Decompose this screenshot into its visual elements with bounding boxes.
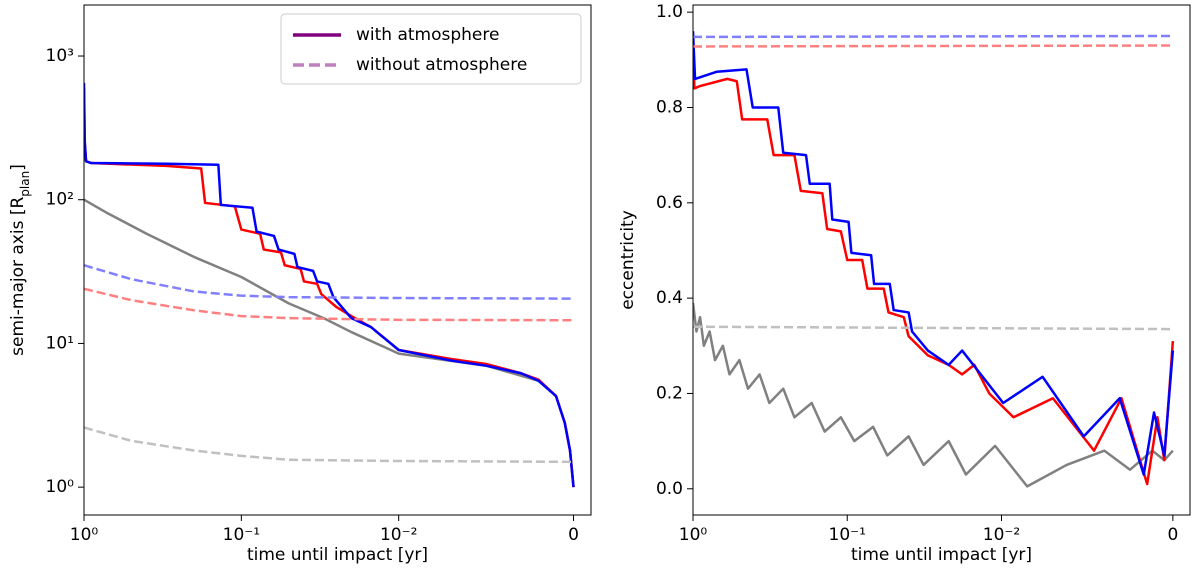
y-tick-label: 0.4 xyxy=(656,288,683,308)
series-line xyxy=(84,198,575,488)
y-tick-label: 10⁰ xyxy=(46,477,75,497)
y-tick-label: 10² xyxy=(46,190,74,210)
legend-box xyxy=(280,13,582,85)
y-axis-label-part: semi-major axis [R xyxy=(8,197,28,356)
legend: with atmosphere without atmosphere xyxy=(280,13,582,85)
y-axis-label-part: plan xyxy=(18,171,32,197)
y-tick-label: 10³ xyxy=(46,46,74,66)
legend-label: without atmosphere xyxy=(356,55,527,75)
axes: 10⁰ 10⁻¹ 10⁻² 0 10⁰ 10¹ 10² 10³ time until impac… xyxy=(8,4,592,565)
x-tick-label: 0 xyxy=(1167,525,1178,545)
y-axis-label: eccentricity xyxy=(618,210,638,310)
series-line xyxy=(693,325,1173,331)
x-tick-label: 10⁻² xyxy=(983,525,1020,545)
series-line xyxy=(84,426,574,464)
x-tick-label: 10⁰ xyxy=(679,525,708,545)
legend-label: with atmosphere xyxy=(356,25,499,45)
axes-frame xyxy=(83,4,592,516)
series-line xyxy=(693,302,1174,488)
series-line xyxy=(693,31,1175,476)
x-tick-label: 10⁻¹ xyxy=(829,525,866,545)
x-axis-label: time until impact [yr] xyxy=(247,545,428,565)
x-tick-label: 0 xyxy=(568,525,579,545)
y-tick-label: 1.0 xyxy=(656,2,683,22)
x-tick-label: 10⁻² xyxy=(380,525,417,545)
series-line xyxy=(84,287,574,322)
series-line xyxy=(84,264,574,300)
x-axis-label: time until impact [yr] xyxy=(851,545,1032,565)
y-axis-label: semi-major axis [Rplan] xyxy=(8,164,32,356)
axes-frame xyxy=(692,4,1191,516)
series-line xyxy=(693,34,1173,39)
y-tick-label: 0.0 xyxy=(656,479,683,499)
y-tick-label: 0.2 xyxy=(656,383,683,403)
series-line xyxy=(84,82,575,488)
x-tick-label: 10⁻¹ xyxy=(223,525,260,545)
series-line xyxy=(693,44,1173,48)
y-tick-label: 10¹ xyxy=(46,333,74,353)
y-axis-label-part: eccentricity xyxy=(618,210,638,310)
x-tick-label: 10⁰ xyxy=(70,525,99,545)
axes: 10⁰ 10⁻¹ 10⁻² 0 0.0 0.2 0.4 0.6 0.8 1.0 time until… xyxy=(618,2,1191,565)
y-tick-label: 0.8 xyxy=(656,97,683,117)
y-tick-label: 0.6 xyxy=(656,193,683,213)
y-axis-label-part: ] xyxy=(8,164,28,171)
